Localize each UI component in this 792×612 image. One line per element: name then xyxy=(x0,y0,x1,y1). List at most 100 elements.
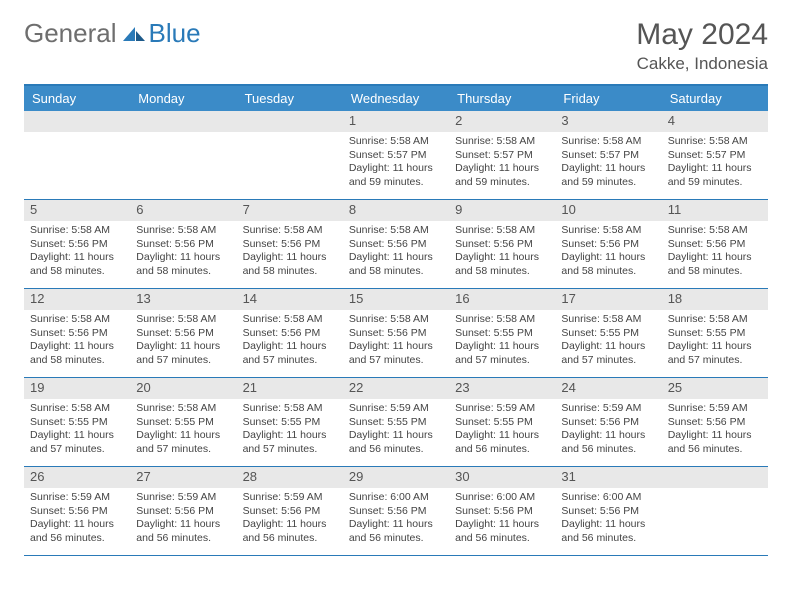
day-number: 26 xyxy=(24,467,130,488)
day-number: 25 xyxy=(662,378,768,399)
day-number: 5 xyxy=(24,200,130,221)
sunrise-line: Sunrise: 5:58 AM xyxy=(243,313,337,327)
day-details: Sunrise: 5:58 AMSunset: 5:57 PMDaylight:… xyxy=(555,132,661,196)
daylight-line: Daylight: 11 hours and 57 minutes. xyxy=(561,340,655,367)
sunset-line: Sunset: 5:56 PM xyxy=(136,327,230,341)
daylight-line: Daylight: 11 hours and 58 minutes. xyxy=(136,251,230,278)
day-details: Sunrise: 5:58 AMSunset: 5:55 PMDaylight:… xyxy=(130,399,236,463)
day-cell: 13Sunrise: 5:58 AMSunset: 5:56 PMDayligh… xyxy=(130,289,236,377)
day-number xyxy=(24,111,130,132)
day-number: 22 xyxy=(343,378,449,399)
daylight-line: Daylight: 11 hours and 56 minutes. xyxy=(243,518,337,545)
sunset-line: Sunset: 5:56 PM xyxy=(455,238,549,252)
sunset-line: Sunset: 5:56 PM xyxy=(455,505,549,519)
day-details: Sunrise: 5:59 AMSunset: 5:56 PMDaylight:… xyxy=(662,399,768,463)
sunset-line: Sunset: 5:55 PM xyxy=(668,327,762,341)
sunset-line: Sunset: 5:55 PM xyxy=(455,416,549,430)
sunset-line: Sunset: 5:56 PM xyxy=(349,327,443,341)
day-cell: 10Sunrise: 5:58 AMSunset: 5:56 PMDayligh… xyxy=(555,200,661,288)
day-cell: 2Sunrise: 5:58 AMSunset: 5:57 PMDaylight… xyxy=(449,111,555,199)
day-details: Sunrise: 5:59 AMSunset: 5:55 PMDaylight:… xyxy=(449,399,555,463)
day-cell: 29Sunrise: 6:00 AMSunset: 5:56 PMDayligh… xyxy=(343,467,449,555)
week-row: 26Sunrise: 5:59 AMSunset: 5:56 PMDayligh… xyxy=(24,467,768,556)
sunset-line: Sunset: 5:57 PM xyxy=(668,149,762,163)
sunrise-line: Sunrise: 5:58 AM xyxy=(30,313,124,327)
sunset-line: Sunset: 5:56 PM xyxy=(243,505,337,519)
day-cell: 16Sunrise: 5:58 AMSunset: 5:55 PMDayligh… xyxy=(449,289,555,377)
day-cell: 18Sunrise: 5:58 AMSunset: 5:55 PMDayligh… xyxy=(662,289,768,377)
day-details: Sunrise: 6:00 AMSunset: 5:56 PMDaylight:… xyxy=(555,488,661,552)
day-cell: 9Sunrise: 5:58 AMSunset: 5:56 PMDaylight… xyxy=(449,200,555,288)
sunset-line: Sunset: 5:56 PM xyxy=(30,505,124,519)
daylight-line: Daylight: 11 hours and 58 minutes. xyxy=(668,251,762,278)
sunrise-line: Sunrise: 5:59 AM xyxy=(561,402,655,416)
day-details: Sunrise: 5:58 AMSunset: 5:55 PMDaylight:… xyxy=(662,310,768,374)
logo-sail-icon xyxy=(121,25,147,43)
sunrise-line: Sunrise: 5:59 AM xyxy=(243,491,337,505)
day-details: Sunrise: 5:58 AMSunset: 5:55 PMDaylight:… xyxy=(237,399,343,463)
day-number: 31 xyxy=(555,467,661,488)
day-number: 28 xyxy=(237,467,343,488)
day-cell: 5Sunrise: 5:58 AMSunset: 5:56 PMDaylight… xyxy=(24,200,130,288)
daylight-line: Daylight: 11 hours and 56 minutes. xyxy=(136,518,230,545)
daylight-line: Daylight: 11 hours and 59 minutes. xyxy=(455,162,549,189)
day-number: 13 xyxy=(130,289,236,310)
day-number: 16 xyxy=(449,289,555,310)
daylight-line: Daylight: 11 hours and 58 minutes. xyxy=(30,340,124,367)
daylight-line: Daylight: 11 hours and 56 minutes. xyxy=(561,518,655,545)
sunset-line: Sunset: 5:56 PM xyxy=(243,238,337,252)
day-details: Sunrise: 5:59 AMSunset: 5:56 PMDaylight:… xyxy=(555,399,661,463)
day-details: Sunrise: 5:58 AMSunset: 5:55 PMDaylight:… xyxy=(449,310,555,374)
day-cell: 21Sunrise: 5:58 AMSunset: 5:55 PMDayligh… xyxy=(237,378,343,466)
day-details: Sunrise: 5:58 AMSunset: 5:56 PMDaylight:… xyxy=(343,310,449,374)
day-details: Sunrise: 5:58 AMSunset: 5:57 PMDaylight:… xyxy=(343,132,449,196)
day-number: 11 xyxy=(662,200,768,221)
daylight-line: Daylight: 11 hours and 56 minutes. xyxy=(349,518,443,545)
day-number: 12 xyxy=(24,289,130,310)
sunrise-line: Sunrise: 5:58 AM xyxy=(455,135,549,149)
calendar: SundayMondayTuesdayWednesdayThursdayFrid… xyxy=(24,84,768,556)
week-row: 12Sunrise: 5:58 AMSunset: 5:56 PMDayligh… xyxy=(24,289,768,378)
daylight-line: Daylight: 11 hours and 58 minutes. xyxy=(561,251,655,278)
day-cell: 6Sunrise: 5:58 AMSunset: 5:56 PMDaylight… xyxy=(130,200,236,288)
daylight-line: Daylight: 11 hours and 56 minutes. xyxy=(455,518,549,545)
sunset-line: Sunset: 5:56 PM xyxy=(349,505,443,519)
week-row: 5Sunrise: 5:58 AMSunset: 5:56 PMDaylight… xyxy=(24,200,768,289)
day-number: 7 xyxy=(237,200,343,221)
sunset-line: Sunset: 5:55 PM xyxy=(136,416,230,430)
daylight-line: Daylight: 11 hours and 58 minutes. xyxy=(243,251,337,278)
week-row: 19Sunrise: 5:58 AMSunset: 5:55 PMDayligh… xyxy=(24,378,768,467)
day-cell: 19Sunrise: 5:58 AMSunset: 5:55 PMDayligh… xyxy=(24,378,130,466)
day-details: Sunrise: 6:00 AMSunset: 5:56 PMDaylight:… xyxy=(449,488,555,552)
sunrise-line: Sunrise: 5:58 AM xyxy=(30,402,124,416)
day-number: 3 xyxy=(555,111,661,132)
sunset-line: Sunset: 5:56 PM xyxy=(243,327,337,341)
sunset-line: Sunset: 5:56 PM xyxy=(561,416,655,430)
sunrise-line: Sunrise: 5:59 AM xyxy=(455,402,549,416)
sunset-line: Sunset: 5:57 PM xyxy=(349,149,443,163)
sunrise-line: Sunrise: 6:00 AM xyxy=(455,491,549,505)
sunset-line: Sunset: 5:55 PM xyxy=(349,416,443,430)
sunrise-line: Sunrise: 6:00 AM xyxy=(561,491,655,505)
sunrise-line: Sunrise: 5:58 AM xyxy=(349,224,443,238)
sunset-line: Sunset: 5:56 PM xyxy=(349,238,443,252)
sunrise-line: Sunrise: 5:58 AM xyxy=(561,313,655,327)
sunset-line: Sunset: 5:56 PM xyxy=(136,238,230,252)
day-headers: SundayMondayTuesdayWednesdayThursdayFrid… xyxy=(24,86,768,111)
day-details: Sunrise: 5:59 AMSunset: 5:56 PMDaylight:… xyxy=(237,488,343,552)
sunrise-line: Sunrise: 5:58 AM xyxy=(455,313,549,327)
daylight-line: Daylight: 11 hours and 57 minutes. xyxy=(136,429,230,456)
sunset-line: Sunset: 5:56 PM xyxy=(136,505,230,519)
day-number: 24 xyxy=(555,378,661,399)
month-title: May 2024 xyxy=(636,18,768,52)
day-cell: 31Sunrise: 6:00 AMSunset: 5:56 PMDayligh… xyxy=(555,467,661,555)
day-cell xyxy=(130,111,236,199)
sunrise-line: Sunrise: 5:59 AM xyxy=(136,491,230,505)
day-number: 14 xyxy=(237,289,343,310)
sunrise-line: Sunrise: 5:58 AM xyxy=(668,313,762,327)
sunset-line: Sunset: 5:56 PM xyxy=(30,327,124,341)
daylight-line: Daylight: 11 hours and 58 minutes. xyxy=(30,251,124,278)
day-cell xyxy=(237,111,343,199)
day-cell: 4Sunrise: 5:58 AMSunset: 5:57 PMDaylight… xyxy=(662,111,768,199)
day-details: Sunrise: 5:58 AMSunset: 5:56 PMDaylight:… xyxy=(555,221,661,285)
